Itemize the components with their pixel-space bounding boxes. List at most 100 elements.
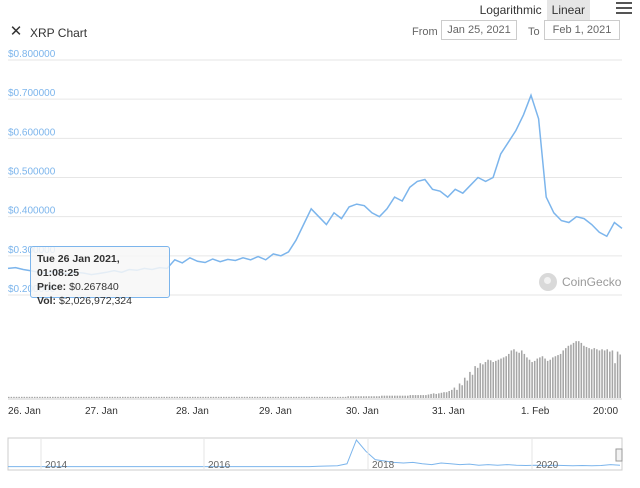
volume-bar <box>15 396 18 398</box>
volume-bar <box>13 396 15 398</box>
volume-bar <box>474 366 476 398</box>
volume-bar <box>124 396 127 398</box>
volume-bar <box>295 396 298 398</box>
y-tick-label: $0.400000 <box>8 206 56 217</box>
volume-bar <box>598 350 601 398</box>
volume-bar <box>344 396 347 398</box>
volume-bar <box>419 395 422 398</box>
volume-bar <box>31 396 33 398</box>
volume-bar <box>370 396 373 398</box>
volume-bar <box>588 348 590 398</box>
y-tick-label: $0.500000 <box>8 167 56 178</box>
volume-bar <box>396 395 399 398</box>
y-tick-label: $0.600000 <box>8 127 56 138</box>
volume-bar <box>235 396 238 398</box>
close-icon[interactable]: ✕ <box>9 23 23 40</box>
watermark-text: CoinGecko <box>562 275 622 289</box>
price-tooltip: Tue 26 Jan 2021, 01:08:25 Price: $0.2678… <box>30 246 170 307</box>
volume-bar <box>75 396 77 398</box>
volume-bar <box>70 396 72 398</box>
volume-bar <box>44 396 46 398</box>
x-tick-label: 27. Jan <box>85 406 118 417</box>
x-tick-label: 31. Jan <box>432 406 465 417</box>
volume-bar <box>150 396 153 398</box>
volume-bar <box>440 392 443 398</box>
hamburger-menu-icon[interactable] <box>616 2 632 16</box>
volume-bar <box>313 396 316 398</box>
volume-bar <box>609 351 611 398</box>
volume-bar <box>230 396 233 398</box>
volume-bar <box>342 396 344 398</box>
volume-bar <box>134 396 137 398</box>
volume-bar <box>168 396 171 398</box>
from-date-input[interactable]: Jan 25, 2021 <box>441 20 517 40</box>
coingecko-logo-icon <box>539 273 557 291</box>
volume-bar <box>603 350 606 398</box>
volume-bar <box>225 396 228 398</box>
volume-bar <box>287 396 290 398</box>
volume-bar <box>471 374 474 398</box>
volume-bar <box>223 396 225 398</box>
volume-bar <box>502 357 505 398</box>
volume-bar <box>194 396 197 398</box>
volume-bar <box>476 367 479 398</box>
volume-bar <box>215 396 217 398</box>
x-tick-label: 1. Feb <box>521 406 550 417</box>
volume-bar <box>256 396 259 398</box>
coingecko-watermark: CoinGecko <box>539 273 621 291</box>
volume-bar <box>518 352 520 398</box>
volume-bar <box>54 396 57 398</box>
to-date-input[interactable]: Feb 1, 2021 <box>544 20 620 40</box>
tooltip-price-label: Price: <box>37 281 67 293</box>
volume-bar <box>409 395 412 398</box>
volume-bar <box>500 358 502 398</box>
volume-bar <box>577 341 580 398</box>
volume-bar <box>373 396 375 398</box>
volume-bar <box>85 396 88 398</box>
volume-bar <box>155 396 158 398</box>
tooltip-date: Tue 26 Jan 2021, 01:08:25 <box>37 253 120 279</box>
volume-bar <box>508 353 510 398</box>
y-tick-label: $0.800000 <box>8 49 56 60</box>
volume-bar <box>596 349 598 398</box>
volume-bar <box>147 396 150 398</box>
volume-bar <box>590 349 593 398</box>
volume-bar <box>479 363 482 398</box>
volume-bar <box>614 363 616 398</box>
volume-bar <box>233 396 235 398</box>
volume-bar <box>492 362 495 398</box>
volume-bar <box>127 396 129 398</box>
linear-scale-button[interactable]: Linear <box>546 0 590 20</box>
volume-bar <box>513 349 515 398</box>
volume-bar <box>352 396 355 398</box>
volume-bar <box>469 371 471 398</box>
volume-bar <box>593 348 596 398</box>
navigator-handle[interactable] <box>615 448 623 462</box>
volume-bar <box>339 396 342 398</box>
volume-bar <box>570 344 572 398</box>
volume-bar <box>121 396 124 398</box>
volume-bar <box>583 345 585 398</box>
volume-bar <box>145 396 147 398</box>
volume-bar <box>394 395 396 398</box>
volume-bar <box>318 396 321 398</box>
volume-bar <box>285 396 287 398</box>
volume-bar <box>401 395 404 398</box>
volume-bar <box>80 396 83 398</box>
logarithmic-scale-button[interactable]: Logarithmic <box>474 0 547 20</box>
volume-bar <box>83 396 85 398</box>
volume-bar <box>383 395 386 398</box>
volume-bar <box>62 396 64 398</box>
volume-bar <box>88 396 90 398</box>
volume-bar <box>277 396 279 398</box>
volume-bar <box>210 396 212 398</box>
volume-bar <box>212 396 215 398</box>
volume-bar <box>96 396 98 398</box>
volume-bar <box>495 360 497 398</box>
volume-bar <box>300 396 303 398</box>
volume-bar <box>41 396 44 398</box>
x-tick-label: 29. Jan <box>259 406 292 417</box>
volume-bar <box>386 395 388 398</box>
volume-bar <box>116 396 119 398</box>
